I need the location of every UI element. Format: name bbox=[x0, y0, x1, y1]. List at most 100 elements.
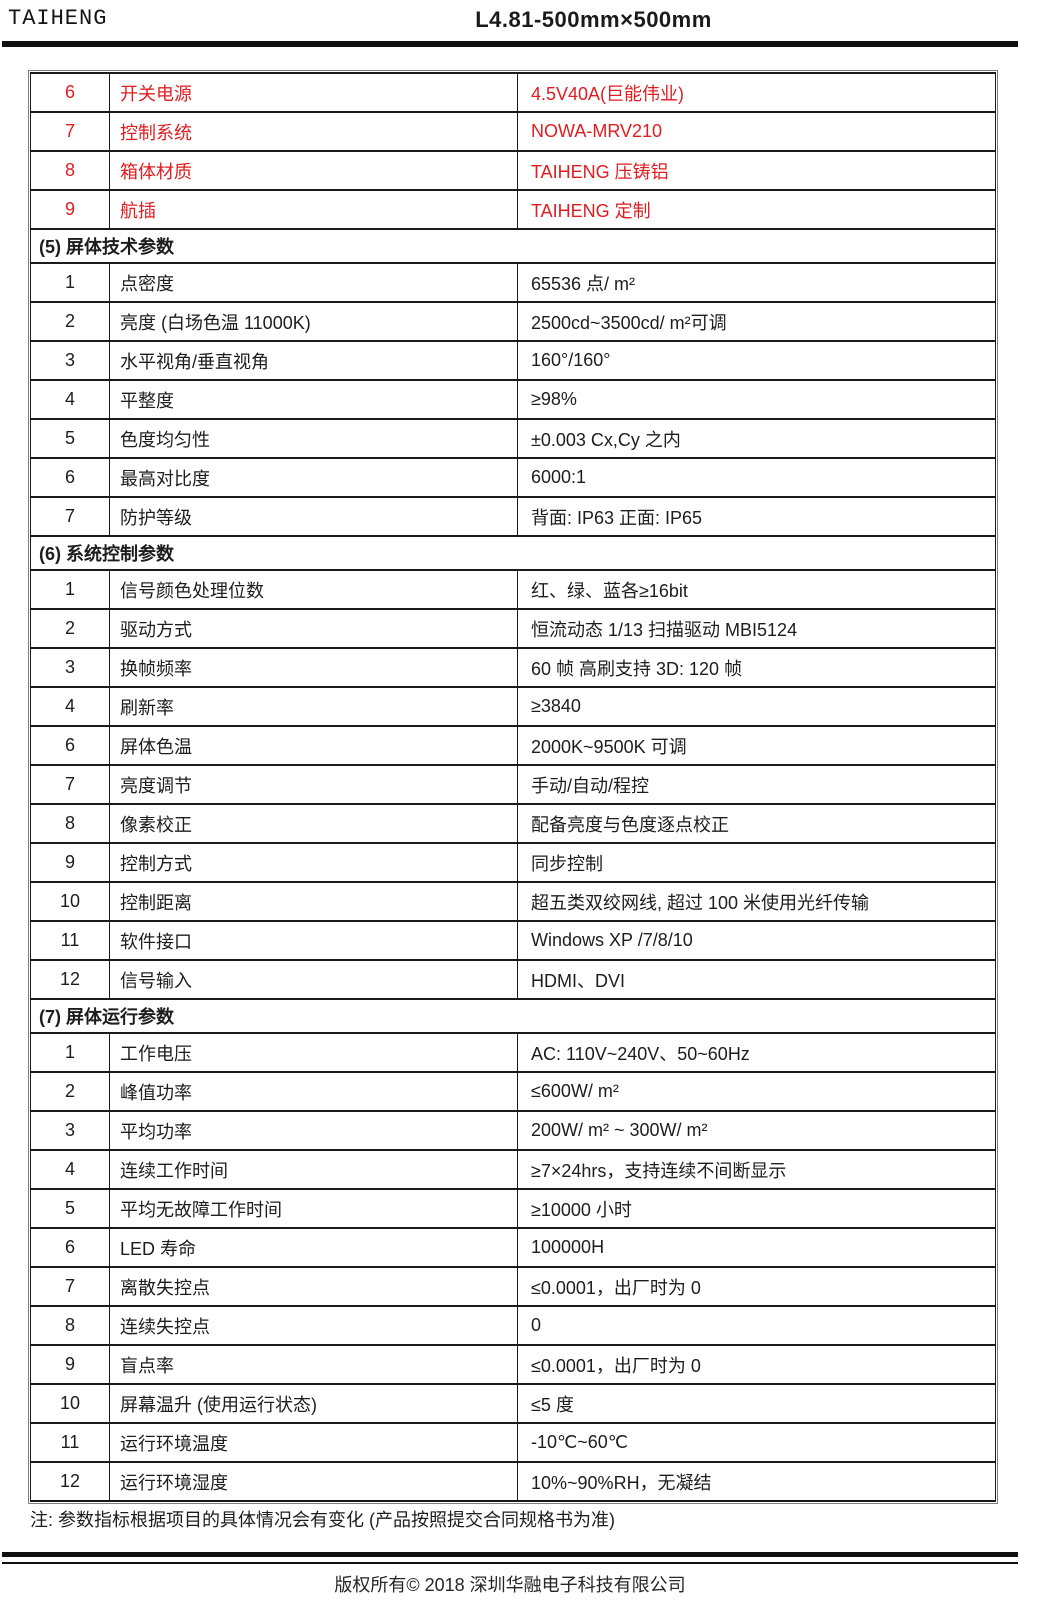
row-number: 7 bbox=[30, 1266, 110, 1307]
row-number: 1 bbox=[30, 1032, 110, 1073]
table-row: 6 开关电源 4.5V40A(巨能伟业) bbox=[30, 72, 996, 113]
table-row: 7 离散失控点 ≤0.0001，出厂时为 0 bbox=[30, 1266, 996, 1307]
table-row: 3 平均功率 200W/ m² ~ 300W/ m² bbox=[30, 1110, 996, 1151]
parameter-value: 10%~90%RH，无凝结 bbox=[517, 1461, 996, 1502]
parameter-name: 开关电源 bbox=[109, 72, 518, 113]
parameter-value: 配备亮度与色度逐点校正 bbox=[517, 803, 996, 844]
parameter-value: TAIHENG 压铸铝 bbox=[517, 150, 996, 191]
section-heading: (6) 系统控制参数 bbox=[30, 535, 996, 571]
row-number: 6 bbox=[30, 1227, 110, 1268]
parameter-name: 信号颜色处理位数 bbox=[109, 569, 518, 610]
row-number: 12 bbox=[30, 1461, 110, 1502]
parameter-name: 控制方式 bbox=[109, 842, 518, 883]
parameter-name: 信号输入 bbox=[109, 959, 518, 1000]
parameter-name: 连续工作时间 bbox=[109, 1149, 518, 1190]
parameter-name: 像素校正 bbox=[109, 803, 518, 844]
parameter-name: 箱体材质 bbox=[109, 150, 518, 191]
parameter-value: AC: 110V~240V、50~60Hz bbox=[517, 1032, 996, 1073]
table-row: 4 刷新率 ≥3840 bbox=[30, 686, 996, 727]
parameter-name: 软件接口 bbox=[109, 920, 518, 961]
parameter-value: 超五类双绞网线, 超过 100 米使用光纤传输 bbox=[517, 881, 996, 922]
parameter-name: 防护等级 bbox=[109, 496, 518, 537]
spec-table-body: 6 开关电源 4.5V40A(巨能伟业) 7 控制系统 NOWA-MRV210 8 箱体材质 T… bbox=[30, 72, 996, 1502]
parameter-value: ≤5 度 bbox=[517, 1383, 996, 1424]
footer-rule-thin bbox=[2, 1562, 1018, 1564]
parameter-name: 最高对比度 bbox=[109, 457, 518, 498]
header-rule bbox=[2, 41, 1018, 47]
row-number: 11 bbox=[30, 1422, 110, 1463]
row-number: 3 bbox=[30, 1110, 110, 1151]
row-number: 12 bbox=[30, 959, 110, 1000]
section-heading: (7) 屏体运行参数 bbox=[30, 998, 996, 1034]
row-number: 2 bbox=[30, 608, 110, 649]
table-row: 3 换帧频率 60 帧 高刷支持 3D: 120 帧 bbox=[30, 647, 996, 688]
table-row: 8 像素校正 配备亮度与色度逐点校正 bbox=[30, 803, 996, 844]
parameter-value: Windows XP /7/8/10 bbox=[517, 920, 996, 961]
parameter-value: 背面: IP63 正面: IP65 bbox=[517, 496, 996, 537]
row-number: 10 bbox=[30, 1383, 110, 1424]
parameter-name: 点密度 bbox=[109, 262, 518, 303]
parameter-name: 控制系统 bbox=[109, 111, 518, 152]
spec-table: 6 开关电源 4.5V40A(巨能伟业) 7 控制系统 NOWA-MRV210 8 箱体材质 T… bbox=[28, 70, 998, 1504]
parameter-name: 换帧频率 bbox=[109, 647, 518, 688]
table-row: 8 箱体材质 TAIHENG 压铸铝 bbox=[30, 150, 996, 191]
parameter-value: 65536 点/ m² bbox=[517, 262, 996, 303]
parameter-value: ≥10000 小时 bbox=[517, 1188, 996, 1229]
parameter-name: 航插 bbox=[109, 189, 518, 230]
page-title: L4.81-500mm×500mm bbox=[475, 7, 712, 32]
parameter-value: 手动/自动/程控 bbox=[517, 764, 996, 805]
section-heading-row: (5) 屏体技术参数 bbox=[30, 228, 996, 264]
parameter-value: 60 帧 高刷支持 3D: 120 帧 bbox=[517, 647, 996, 688]
parameter-value: 红、绿、蓝各≥16bit bbox=[517, 569, 996, 610]
table-row: 6 最高对比度 6000:1 bbox=[30, 457, 996, 498]
parameter-name: 刷新率 bbox=[109, 686, 518, 727]
table-row: 6 屏体色温 2000K~9500K 可调 bbox=[30, 725, 996, 766]
parameter-value: 4.5V40A(巨能伟业) bbox=[517, 72, 996, 113]
table-row: 2 亮度 (白场色温 11000K) 2500cd~3500cd/ m²可调 bbox=[30, 301, 996, 342]
parameter-name: 平均无故障工作时间 bbox=[109, 1188, 518, 1229]
row-number: 11 bbox=[30, 920, 110, 961]
parameter-name: 运行环境湿度 bbox=[109, 1461, 518, 1502]
parameter-value: 同步控制 bbox=[517, 842, 996, 883]
row-number: 7 bbox=[30, 111, 110, 152]
parameter-name: 连续失控点 bbox=[109, 1305, 518, 1346]
table-row: 8 连续失控点 0 bbox=[30, 1305, 996, 1346]
parameter-value: 2000K~9500K 可调 bbox=[517, 725, 996, 766]
parameter-value: 6000:1 bbox=[517, 457, 996, 498]
row-number: 6 bbox=[30, 725, 110, 766]
parameter-value: ≥98% bbox=[517, 379, 996, 420]
parameter-value: ±0.003 Cx,Cy 之内 bbox=[517, 418, 996, 459]
table-row: 1 点密度 65536 点/ m² bbox=[30, 262, 996, 303]
table-row: 5 色度均匀性 ±0.003 Cx,Cy 之内 bbox=[30, 418, 996, 459]
parameter-value: 2500cd~3500cd/ m²可调 bbox=[517, 301, 996, 342]
parameter-value: 恒流动态 1/13 扫描驱动 MBI5124 bbox=[517, 608, 996, 649]
parameter-value: ≤0.0001，出厂时为 0 bbox=[517, 1344, 996, 1385]
table-row: 2 峰值功率 ≤600W/ m² bbox=[30, 1071, 996, 1112]
copyright-text: 版权所有© 2018 深圳华融电子科技有限公司 bbox=[334, 1575, 686, 1595]
parameter-name: 盲点率 bbox=[109, 1344, 518, 1385]
row-number: 7 bbox=[30, 764, 110, 805]
parameter-name: 峰值功率 bbox=[109, 1071, 518, 1112]
row-number: 9 bbox=[30, 1344, 110, 1385]
parameter-name: 平整度 bbox=[109, 379, 518, 420]
table-row: 3 水平视角/垂直视角 160°/160° bbox=[30, 340, 996, 381]
row-number: 6 bbox=[30, 457, 110, 498]
row-number: 1 bbox=[30, 262, 110, 303]
table-row: 7 控制系统 NOWA-MRV210 bbox=[30, 111, 996, 152]
section-heading-row: (7) 屏体运行参数 bbox=[30, 998, 996, 1034]
row-number: 7 bbox=[30, 496, 110, 537]
row-number: 3 bbox=[30, 647, 110, 688]
parameter-value: TAIHENG 定制 bbox=[517, 189, 996, 230]
row-number: 9 bbox=[30, 842, 110, 883]
spec-table-grid: 6 开关电源 4.5V40A(巨能伟业) 7 控制系统 NOWA-MRV210 8 箱体材质 T… bbox=[30, 72, 996, 1502]
brand-logo-text: TAIHENG bbox=[8, 6, 108, 31]
row-number: 5 bbox=[30, 418, 110, 459]
table-row: 9 盲点率 ≤0.0001，出厂时为 0 bbox=[30, 1344, 996, 1385]
parameter-name: 工作电压 bbox=[109, 1032, 518, 1073]
table-row: 11 运行环境温度 -10℃~60℃ bbox=[30, 1422, 996, 1463]
parameter-value: ≤0.0001，出厂时为 0 bbox=[517, 1266, 996, 1307]
table-row: 12 信号输入 HDMI、DVI bbox=[30, 959, 996, 1000]
table-row: 1 信号颜色处理位数 红、绿、蓝各≥16bit bbox=[30, 569, 996, 610]
table-row: 9 控制方式 同步控制 bbox=[30, 842, 996, 883]
parameter-value: ≥7×24hrs，支持连续不间断显示 bbox=[517, 1149, 996, 1190]
